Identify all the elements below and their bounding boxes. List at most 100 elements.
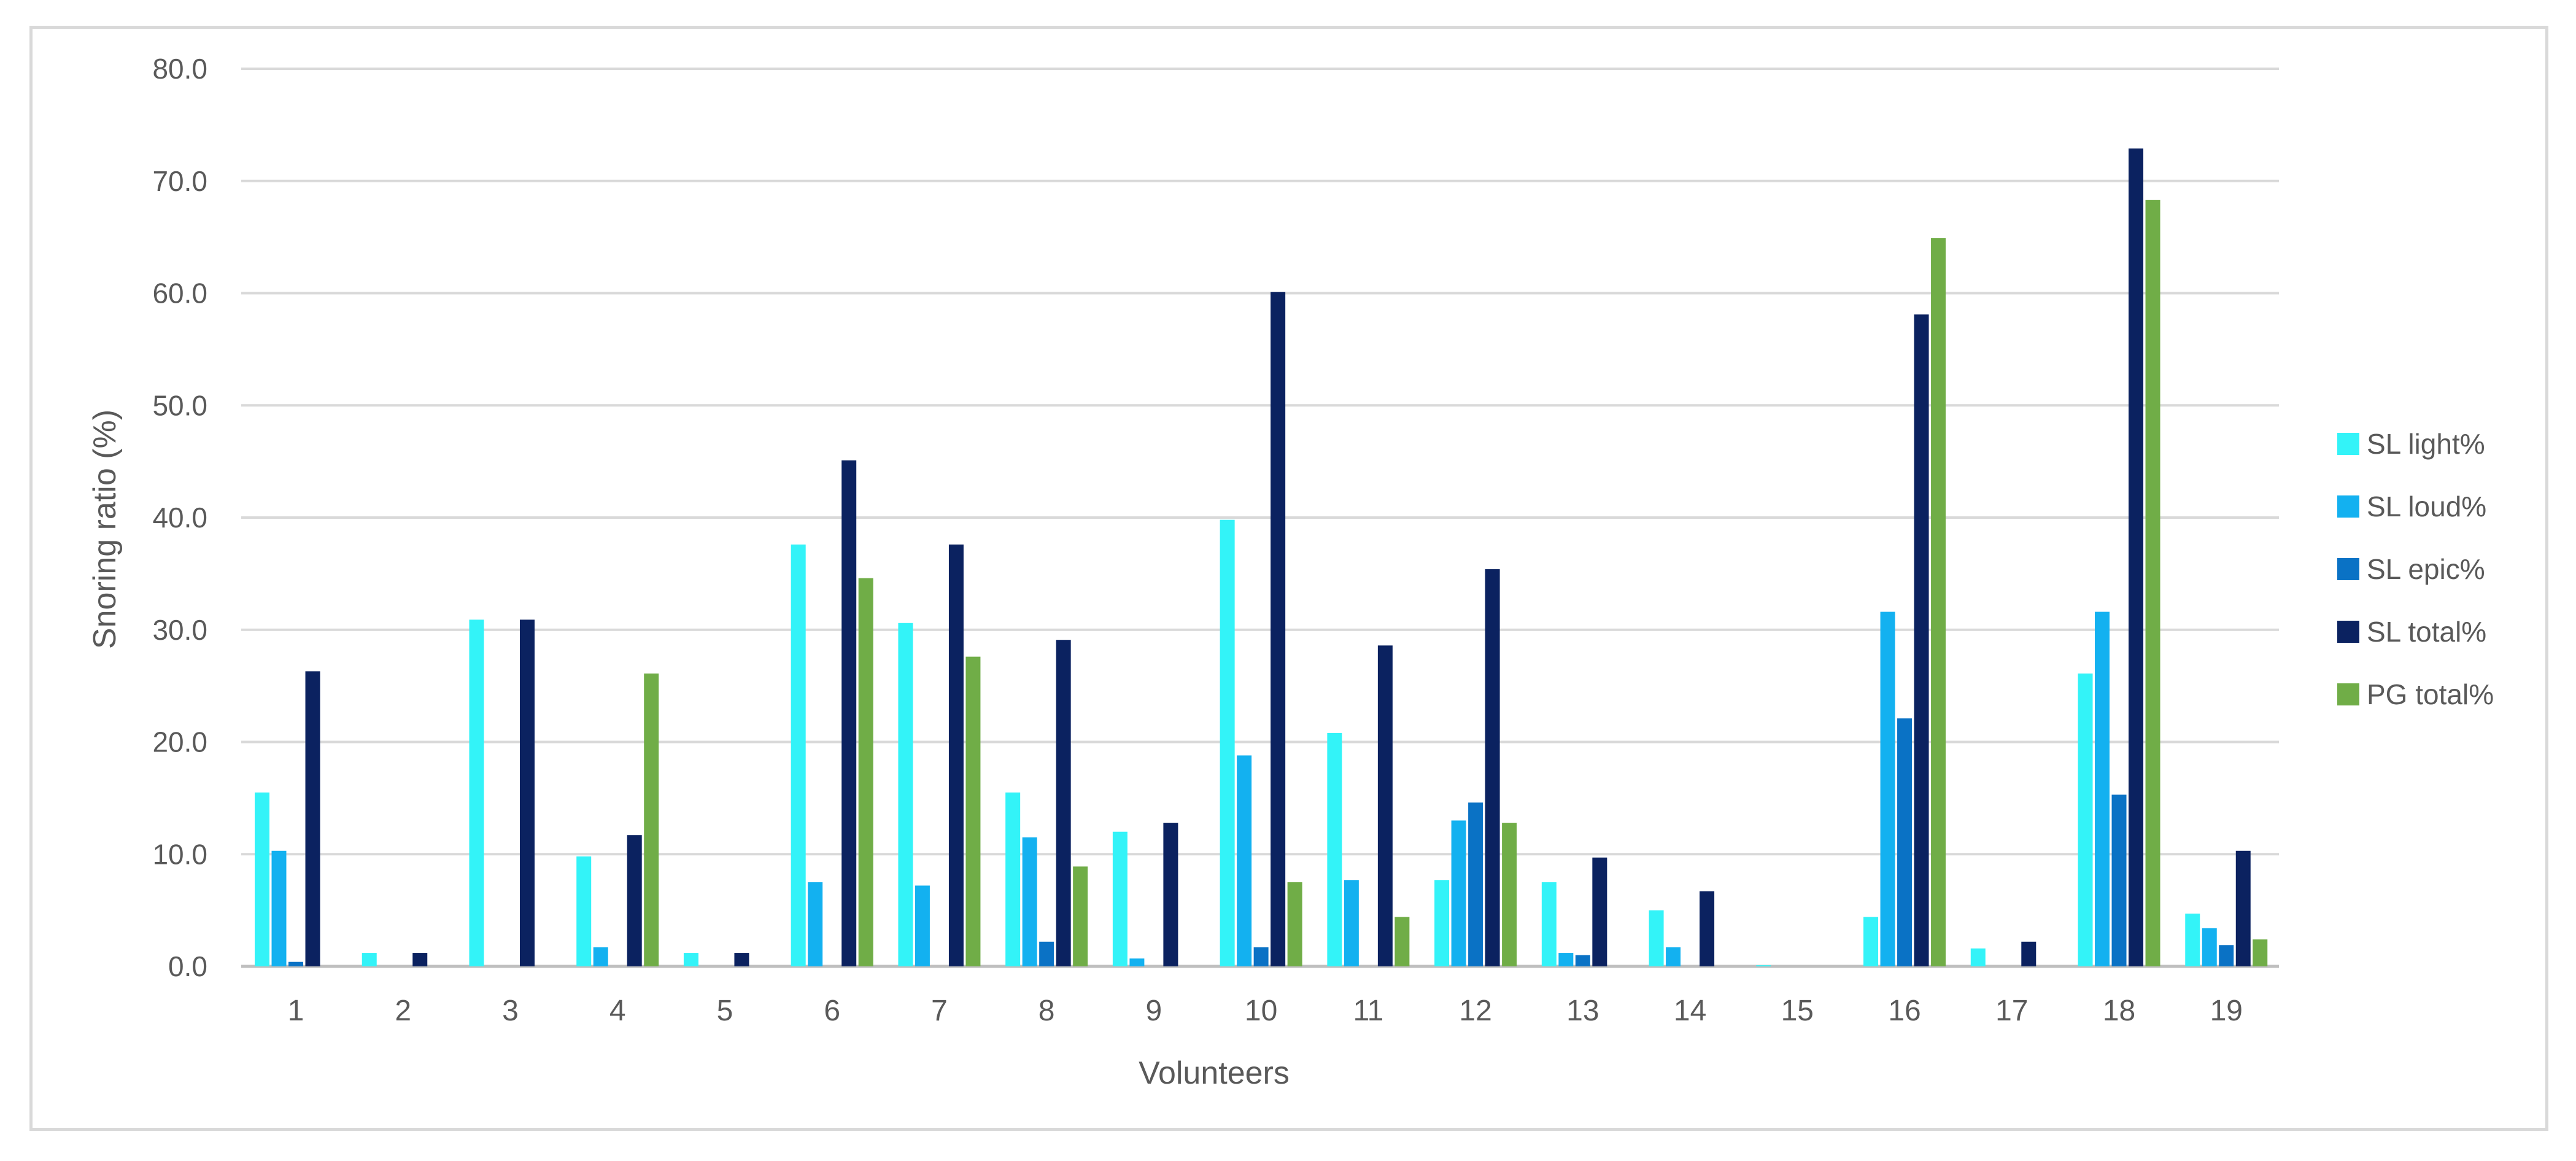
bar-sl-epic--10 — [1253, 947, 1269, 966]
y-tick-label: 40.0 — [152, 502, 207, 534]
legend: SL light% SL loud% SL epic% SL total% PG tot… — [2337, 428, 2494, 710]
bar-sl-loud--8 — [1022, 837, 1037, 966]
legend-swatch — [2337, 495, 2359, 518]
bar-sl-epic--12 — [1468, 802, 1483, 966]
bar-sl-epic--13 — [1575, 955, 1590, 966]
bar-sl-light--4 — [576, 856, 592, 966]
bar-pg-total--4 — [644, 674, 659, 966]
legend-swatch — [2337, 621, 2359, 643]
bar-sl-total--16 — [1914, 314, 1929, 966]
y-tick-label: 70.0 — [152, 165, 207, 197]
bar-sl-epic--19 — [2219, 945, 2234, 966]
bar-sl-total--19 — [2235, 850, 2251, 966]
x-tick-label: 8 — [1039, 995, 1055, 1027]
bar-sl-total--17 — [2021, 941, 2036, 966]
bar-sl-loud--11 — [1344, 880, 1359, 966]
bar-sl-light--3 — [469, 619, 484, 966]
bar-sl-loud--4 — [593, 947, 608, 966]
x-tick-label: 12 — [1459, 995, 1491, 1027]
bar-sl-loud--12 — [1451, 820, 1466, 966]
bar-sl-epic--18 — [2111, 794, 2127, 966]
bar-sl-light--9 — [1112, 831, 1127, 966]
y-tick-label: 10.0 — [152, 838, 207, 870]
bar-pg-total--7 — [965, 656, 981, 966]
x-tick-label: 15 — [1781, 995, 1814, 1027]
x-tick-label: 5 — [717, 995, 733, 1027]
bar-sl-light--5 — [683, 953, 698, 966]
bar-sl-light--8 — [1005, 792, 1021, 966]
bar-pg-total--12 — [1502, 823, 1517, 966]
y-tick-labels: 0.0 10.0 20.0 30.0 40.0 50.0 60.0 70.0 80.0 — [152, 53, 207, 982]
bar-sl-light--19 — [2185, 914, 2200, 966]
bar-sl-light--17 — [1970, 948, 1986, 966]
x-tick-label: 10 — [1245, 995, 1277, 1027]
y-tick-label: 20.0 — [152, 726, 207, 758]
x-tick-label: 17 — [1995, 995, 2028, 1027]
bar-pg-total--11 — [1394, 917, 1410, 966]
bar-sl-loud--10 — [1237, 755, 1252, 966]
bar-sl-loud--18 — [2095, 612, 2110, 966]
y-tick-label: 80.0 — [152, 53, 207, 85]
bar-sl-loud--19 — [2202, 928, 2217, 966]
bar-pg-total--18 — [2145, 200, 2160, 966]
legend-label: SL loud% — [2367, 491, 2486, 522]
x-tick-label: 11 — [1353, 995, 1383, 1027]
bar-sl-loud--1 — [271, 850, 287, 966]
x-tick-label: 4 — [609, 995, 626, 1027]
bar-sl-epic--16 — [1897, 718, 1913, 966]
bar-sl-light--13 — [1541, 882, 1557, 966]
bar-sl-total--12 — [1485, 569, 1500, 966]
bar-pg-total--10 — [1287, 882, 1302, 966]
bar-sl-total--5 — [734, 953, 749, 966]
bar-sl-light--1 — [255, 792, 269, 966]
bar-sl-total--13 — [1592, 857, 1607, 966]
x-tick-label: 6 — [824, 995, 840, 1027]
bar-sl-light--18 — [2078, 674, 2093, 966]
bar-sl-total--7 — [948, 544, 964, 966]
bar-sl-loud--16 — [1880, 612, 1895, 966]
bar-sl-loud--6 — [808, 882, 823, 966]
y-tick-label: 0.0 — [168, 950, 207, 982]
bar-sl-total--6 — [841, 460, 857, 966]
bar-pg-total--16 — [1931, 238, 1946, 966]
x-tick-label: 9 — [1146, 995, 1162, 1027]
bar-sl-total--14 — [1700, 891, 1715, 966]
legend-label: SL light% — [2367, 428, 2485, 460]
bar-sl-light--15 — [1756, 965, 1771, 966]
bar-sl-light--10 — [1220, 519, 1235, 966]
bar-sl-epic--1 — [288, 961, 303, 966]
bar-sl-total--11 — [1377, 645, 1393, 966]
legend-swatch — [2337, 683, 2359, 705]
x-tick-label: 2 — [395, 995, 411, 1027]
x-tick-labels: 1 2 3 4 5 6 7 8 9 10 11 12 13 14 15 16 17 18 19 — [288, 995, 2243, 1027]
bar-sl-light--12 — [1434, 880, 1450, 966]
bar-sl-loud--9 — [1129, 958, 1145, 966]
bar-sl-loud--13 — [1558, 953, 1574, 966]
bar-sl-epic--8 — [1039, 941, 1054, 966]
bars — [255, 148, 2268, 967]
legend-label: SL total% — [2367, 616, 2486, 648]
bar-sl-total--10 — [1271, 292, 1286, 966]
legend-label: SL epic% — [2367, 553, 2485, 585]
x-tick-label: 18 — [2103, 995, 2135, 1027]
x-tick-label: 1 — [288, 995, 304, 1027]
bar-sl-total--3 — [519, 619, 535, 966]
x-tick-label: 7 — [931, 995, 948, 1027]
bar-sl-total--9 — [1163, 823, 1178, 966]
bar-pg-total--8 — [1073, 866, 1088, 966]
bar-sl-light--6 — [791, 544, 806, 966]
x-axis-title: Volunteers — [1139, 1055, 1290, 1091]
legend-swatch — [2337, 558, 2359, 580]
y-tick-label: 50.0 — [152, 389, 207, 421]
bar-sl-light--2 — [362, 953, 377, 966]
bar-sl-light--16 — [1863, 917, 1879, 966]
legend-swatch — [2337, 433, 2359, 455]
gridlines — [241, 68, 2279, 968]
bar-sl-light--11 — [1327, 732, 1342, 966]
x-tick-label: 3 — [502, 995, 519, 1027]
x-tick-label: 14 — [1674, 995, 1706, 1027]
x-tick-label: 19 — [2210, 995, 2243, 1027]
bar-sl-loud--14 — [1666, 947, 1681, 966]
